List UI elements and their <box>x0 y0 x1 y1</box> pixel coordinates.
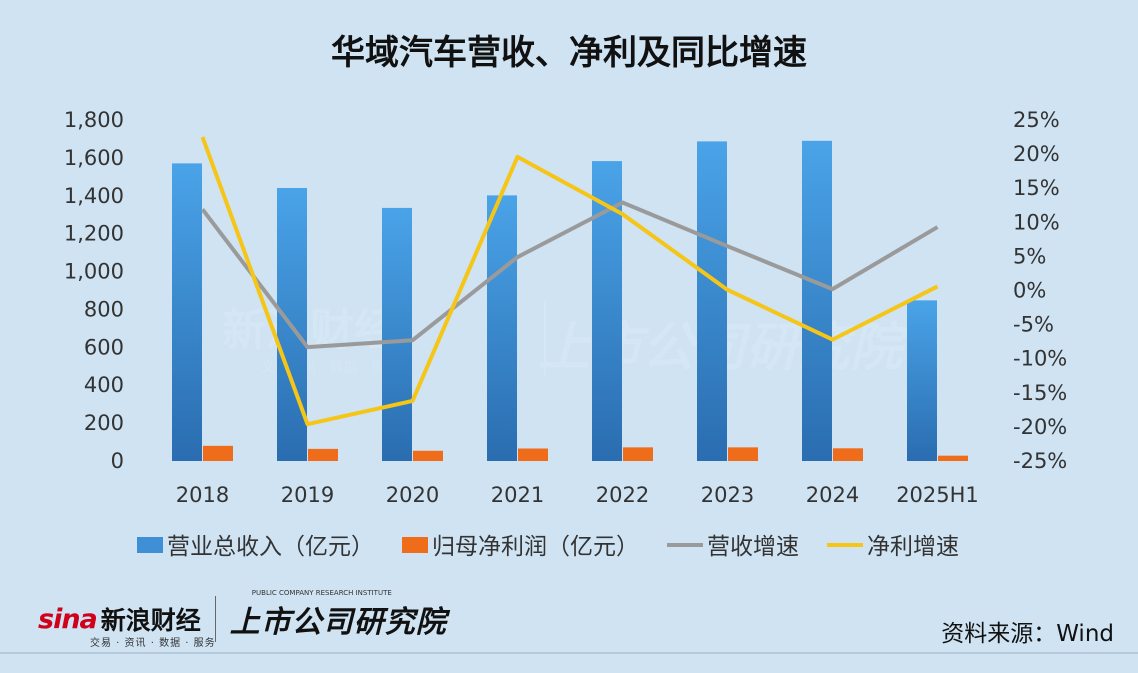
profit-bar <box>413 450 443 461</box>
plot-area: 0 200 400 600 800 1,000 1,200 1,400 1,600 1,800 -2… <box>64 108 1067 507</box>
legend: 营业总收入（亿元） 归母净利润（亿元） 营收增速 净利增速 <box>137 534 959 560</box>
revenue-bar <box>487 195 517 461</box>
profit-growth-line <box>200 136 939 427</box>
revenue-bar <box>172 163 202 461</box>
left-axis-tick: 1,600 <box>64 146 124 170</box>
x-axis-tick: 2024 <box>806 483 859 507</box>
profit-bar <box>938 455 968 461</box>
left-axis-tick: 200 <box>84 411 124 435</box>
brand-divider <box>214 596 216 642</box>
x-axis-tick: 2019 <box>281 483 334 507</box>
legend-swatch <box>137 537 163 553</box>
left-axis-tick: 1,800 <box>64 108 124 132</box>
right-axis-tick: -20% <box>1013 415 1067 439</box>
revenue-bar <box>907 300 937 461</box>
sina-logo: sina <box>38 603 98 635</box>
revenue-growth-line <box>200 200 939 350</box>
profit-bar <box>518 448 548 461</box>
profit-bar <box>203 445 233 461</box>
left-axis-tick: 800 <box>84 297 124 321</box>
right-axis-tick: -10% <box>1013 347 1067 371</box>
left-axis-tick: 0 <box>111 449 124 473</box>
data-source: 资料来源：Wind <box>941 621 1114 647</box>
chart: 华域汽车营收、净利及同比增速 新浪财经 文 · 资讯 · 数据 · 服务 上市公… <box>64 33 1067 560</box>
x-axis-tick: 2018 <box>176 483 229 507</box>
sina-subtitle: 交易 · 资讯 · 数据 · 服务 <box>90 638 216 649</box>
revenue-bar <box>382 207 412 461</box>
sina-name: 新浪财经 <box>100 606 201 635</box>
institute-name: 上市公司研究院 <box>229 605 447 640</box>
footer-brand: sina 新浪财经 交易 · 资讯 · 数据 · 服务 PUBLIC COMPA… <box>38 589 447 649</box>
x-axis-tick: 2021 <box>491 483 544 507</box>
profit-bar <box>833 448 863 461</box>
revenue-bar <box>802 140 832 462</box>
legend-label: 营业总收入（亿元） <box>167 534 374 560</box>
right-axis-tick: -15% <box>1013 381 1067 405</box>
legend-label: 归母净利润（亿元） <box>432 534 639 560</box>
profit-bar <box>308 448 338 461</box>
chart-title: 华域汽车营收、净利及同比增速 <box>331 33 807 73</box>
right-axis-tick: 0% <box>1013 279 1046 303</box>
revenue-bar <box>697 141 727 461</box>
left-axis-tick: 600 <box>84 335 124 359</box>
institute-logo: PUBLIC COMPANY RESEARCH INSTITUTE 上市公司研究… <box>229 589 447 641</box>
x-axis-tick: 2025H1 <box>896 483 979 507</box>
x-axis-tick: 2020 <box>386 483 439 507</box>
left-axis-tick: 1,200 <box>64 222 124 246</box>
legend-label: 净利增速 <box>867 534 959 560</box>
x-axis-tick: 2022 <box>596 483 649 507</box>
right-axis-tick: 10% <box>1013 210 1060 234</box>
right-axis-tick: -5% <box>1013 313 1054 337</box>
right-axis-tick: -25% <box>1013 449 1067 473</box>
right-axis-tick: 20% <box>1013 142 1060 166</box>
profit-bar <box>623 447 653 461</box>
x-axis-tick: 2023 <box>701 483 754 507</box>
legend-swatch <box>402 537 428 553</box>
right-axis-tick: 5% <box>1013 244 1046 268</box>
left-axis-tick: 1,000 <box>64 260 124 284</box>
legend-label: 营收增速 <box>707 534 799 560</box>
profit-bar <box>728 447 758 461</box>
right-axis-tick: 15% <box>1013 176 1060 200</box>
institute-en: PUBLIC COMPANY RESEARCH INSTITUTE <box>251 589 392 597</box>
bottom-divider <box>0 652 1138 654</box>
left-axis-tick: 400 <box>84 373 124 397</box>
right-axis-tick: 25% <box>1013 108 1060 132</box>
left-axis-tick: 1,400 <box>64 184 124 208</box>
